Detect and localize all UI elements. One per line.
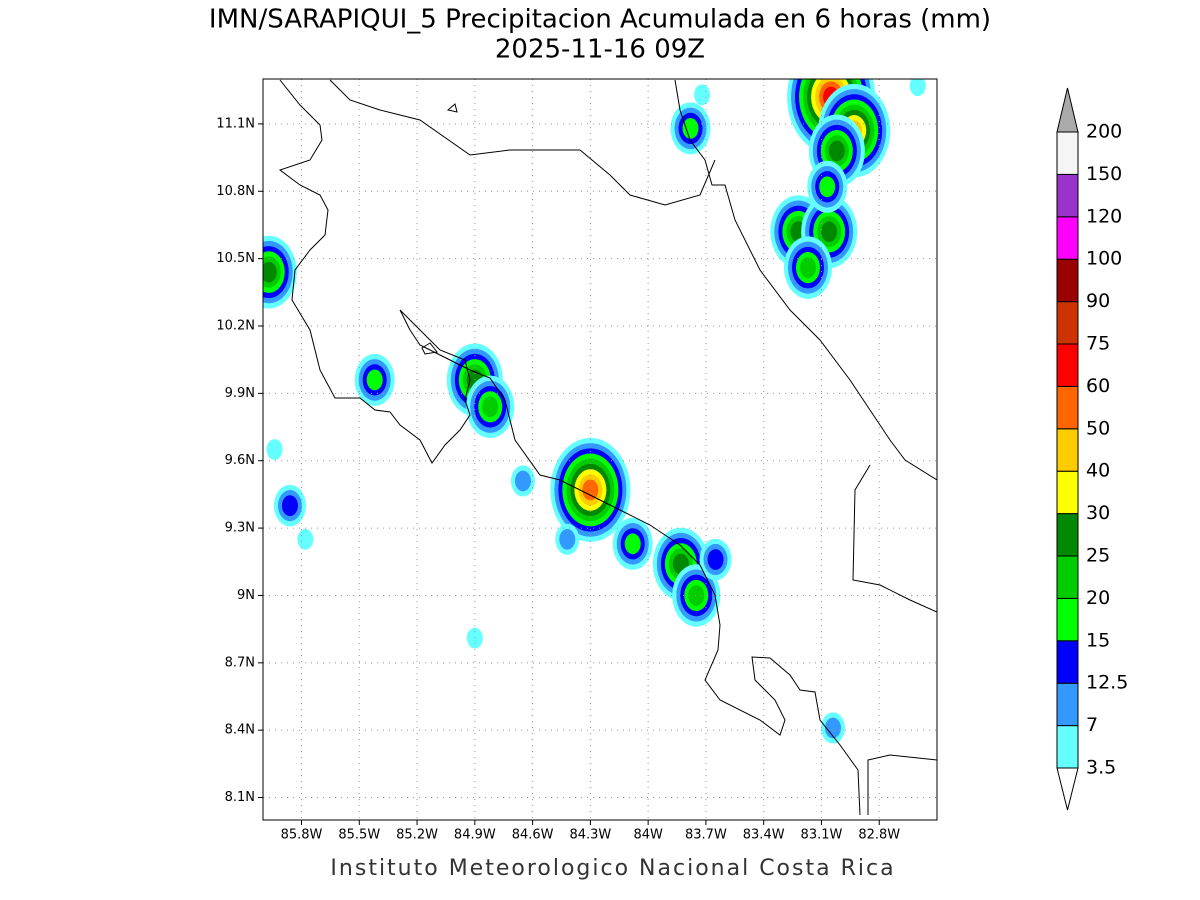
panama-border [852,464,937,613]
y-tick-label: 9N [237,588,255,603]
colorbar-label: 60 [1086,375,1110,397]
title: IMN/SARAPIQUI_5 Precipitacion Acumulada … [209,5,991,35]
precip-cell [514,470,531,492]
colorbar: 3.5 7 12.5 15 20 25 30 40 50 60 75 90 100 120 150 200 [1056,87,1128,811]
colorbar-label: 100 [1086,248,1122,270]
precip-cell [559,528,576,550]
x-tick-label: 85.5W [338,828,380,843]
colorbar-label: 3.5 [1086,757,1116,779]
x-tick-label: 84W [633,828,663,843]
precip-cell [582,479,599,501]
precip-cell [799,257,816,279]
precip-cell [909,79,926,97]
colorbar-label: 15 [1086,629,1110,651]
colorbar-box [1056,725,1079,769]
y-tick-label: 8.1N [225,790,255,805]
colorbar-box [1056,258,1079,303]
x-tick-label: 83.4W [743,828,785,843]
precip-cell [821,221,838,243]
pacific-coast [278,79,861,816]
precip-cell [281,495,298,517]
colorbar-label: 120 [1086,205,1122,227]
colorbar-box [1056,301,1079,345]
colorbar-box [1056,597,1079,642]
colorbar-box [1056,343,1079,387]
colorbar-label: 75 [1086,333,1110,355]
colorbar-under [1056,767,1079,811]
x-tick-label: 82.8W [858,828,900,843]
precip-cell [624,533,641,555]
precip-cell [366,369,383,391]
colorbar-label: 90 [1086,290,1110,312]
precip-cell [707,549,724,570]
grid: 85.8W 85.5W 85.2W 84.9W 84.6W 84.3W 84W 83.7W 83… [216,79,937,843]
colorbar-over [1056,87,1079,133]
island [446,103,458,113]
y-tick-label: 9.3N [225,521,255,536]
precip-cell [828,140,845,162]
y-tick-label: 8.7N [225,655,255,670]
y-tick-label: 9.6N [225,453,255,468]
colorbar-label: 50 [1086,417,1110,439]
precip-cell [819,176,836,198]
colorbar-box [1056,640,1079,684]
x-tick-label: 83.1W [801,828,843,843]
precip-cell [266,439,283,460]
map-frame [262,78,938,821]
colorbar-box [1056,513,1079,557]
precip-cell [688,585,705,606]
precip-cell [694,84,711,106]
x-tick-label: 84.3W [569,828,611,843]
colorbar-label: 150 [1086,163,1122,185]
colorbar-box [1056,216,1079,260]
nicaragua-border [329,79,716,206]
colorbar-label: 7 [1086,714,1098,736]
x-tick-label: 83.7W [685,828,727,843]
x-tick-label: 85.2W [396,828,438,843]
island [421,342,438,355]
precip-cell [682,117,699,139]
colorbar-label: 40 [1086,460,1110,482]
colorbar-box [1056,131,1079,175]
y-tick-label: 10.2N [216,319,255,334]
colorbar-label: 12.5 [1086,672,1128,694]
caribbean-coast [674,79,937,481]
y-tick-label: 9.9N [225,386,255,401]
x-tick-label: 84.9W [454,828,496,843]
colorbar-box [1056,173,1079,218]
y-tick-label: 10.5N [216,251,255,266]
precip-cell [466,627,483,649]
panama-coast [867,754,937,815]
y-tick-label: 8.4N [225,723,255,738]
colorbar-box [1056,385,1079,430]
precip-cell [825,717,842,739]
precip-cell [482,396,499,418]
coastlines [278,79,937,816]
precip-cell [263,261,277,283]
colorbar-box [1056,682,1079,727]
precip-layer [263,79,926,744]
x-tick-label: 84.6W [512,828,554,843]
x-tick-label: 85.8W [281,828,323,843]
precip-cell [297,528,314,550]
colorbar-box [1056,428,1079,472]
colorbar-label: 25 [1086,545,1110,567]
y-tick-label: 11.1N [216,116,255,131]
colorbar-label: 20 [1086,587,1110,609]
colorbar-box [1056,470,1079,515]
footer: Instituto Meteorologico Nacional Costa R… [330,856,895,881]
subtitle: 2025-11-16 09Z [495,35,705,65]
colorbar-box [1056,555,1079,599]
colorbar-label: 200 [1086,121,1122,143]
colorbar-label: 30 [1086,502,1110,524]
y-tick-label: 10.8N [216,184,255,199]
